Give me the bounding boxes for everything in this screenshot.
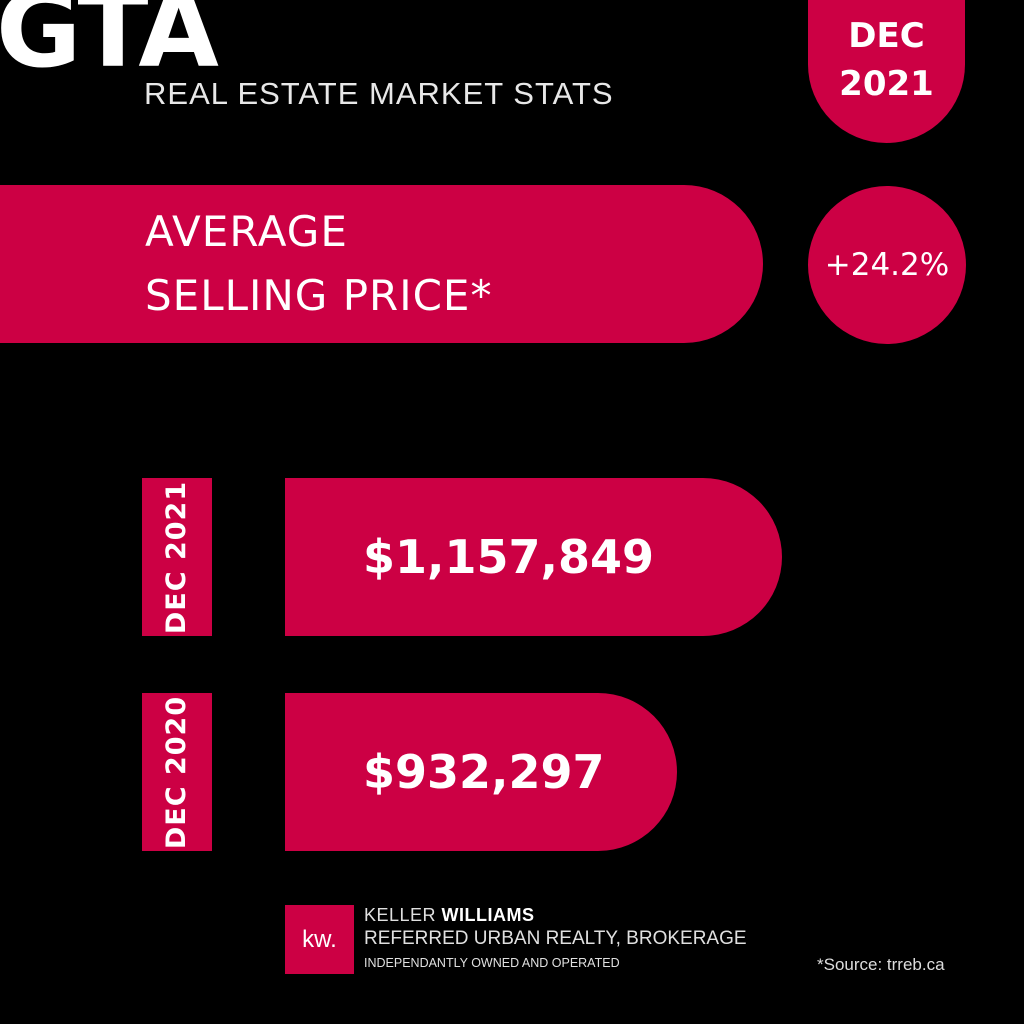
source-note: *Source: trreb.ca: [817, 955, 945, 974]
value-bar: $932,297: [285, 693, 677, 851]
row-value: $1,157,849: [363, 530, 655, 584]
value-bar: $1,157,849: [285, 478, 782, 636]
page-subtitle: REAL ESTATE MARKET STATS: [144, 76, 614, 111]
row-label: DEC 2021: [161, 480, 193, 634]
row-value: $932,297: [363, 745, 605, 799]
row-label: DEC 2020: [161, 695, 193, 849]
metric-banner: AVERAGE SELLING PRICE*: [0, 185, 763, 343]
brand-bold: WILLIAMS: [441, 905, 535, 925]
change-circle: +24.2%: [808, 186, 966, 344]
date-badge: DEC 2021: [808, 0, 965, 143]
badge-year: 2021: [839, 64, 934, 104]
row-label-box: DEC 2021: [142, 478, 212, 636]
brokerage-name: REFERRED URBAN REALTY, BROKERAGE: [364, 928, 747, 949]
badge-month: DEC: [848, 16, 925, 56]
metric-line1: AVERAGE: [145, 207, 348, 256]
page-title: GTA: [0, 0, 219, 91]
brand-light: KELLER: [364, 905, 442, 925]
brand-name: KELLER WILLIAMS: [364, 905, 535, 926]
row-label-box: DEC 2020: [142, 693, 212, 851]
ownership-note: INDEPENDANTLY OWNED AND OPERATED: [364, 956, 620, 970]
change-value: +24.2%: [824, 247, 950, 283]
metric-line2: SELLING PRICE*: [145, 271, 493, 320]
kw-logo: kw.: [285, 905, 354, 974]
